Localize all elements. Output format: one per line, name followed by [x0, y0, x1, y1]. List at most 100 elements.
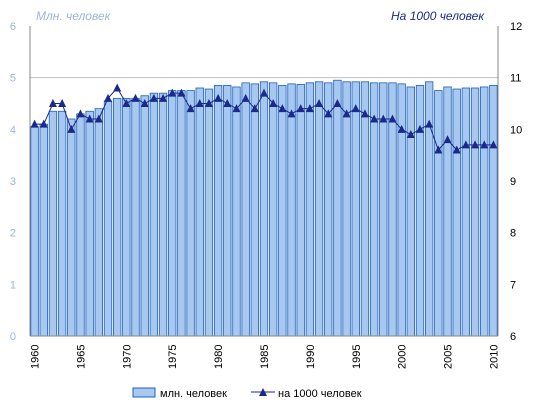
bar: [67, 118, 76, 337]
bar: [149, 92, 159, 337]
plot-frame: [29, 26, 499, 337]
point-marker: [58, 99, 67, 107]
bar: [140, 95, 149, 337]
y-left-tick-label: 1: [10, 279, 16, 291]
bar: [57, 110, 67, 337]
bar: [333, 79, 342, 337]
bar: [489, 85, 498, 337]
point-marker: [122, 99, 131, 107]
y-right-tick-label: 9: [510, 176, 516, 188]
point-marker: [379, 114, 388, 123]
point-marker: [305, 104, 314, 113]
bar: [415, 85, 425, 337]
x-tick-label: 1965: [75, 345, 87, 369]
bar: [443, 86, 452, 337]
bar: [296, 83, 305, 337]
point-marker: [287, 109, 296, 118]
point-marker: [159, 93, 168, 102]
point-marker: [471, 140, 480, 149]
bar: [397, 83, 406, 337]
bar: [94, 108, 103, 337]
bar: [269, 82, 278, 337]
bar-series: [30, 79, 498, 337]
bar: [241, 82, 250, 337]
y-left-tick-label: 4: [10, 124, 16, 136]
bar: [103, 100, 113, 337]
legend-marker-swatch: [259, 388, 267, 396]
point-marker: [250, 104, 259, 113]
bar: [324, 82, 333, 337]
bar: [278, 85, 287, 337]
bar: [39, 123, 48, 337]
x-tick-label: 1990: [305, 345, 317, 369]
y-right-tick-label: 8: [510, 228, 516, 240]
y-right-tick-label: 12: [510, 21, 522, 33]
bar: [351, 81, 360, 337]
point-marker: [452, 145, 461, 154]
point-marker: [324, 109, 333, 118]
legend: млн. человек на 1000 человек: [132, 387, 362, 400]
point-marker: [351, 104, 360, 113]
y-right-tick-label: 7: [510, 279, 516, 291]
bar: [480, 86, 489, 337]
y-right-tick-label: 11: [510, 73, 521, 85]
bar: [305, 82, 315, 337]
x-tick-label: 1960: [30, 345, 42, 369]
bar: [195, 87, 204, 337]
x-tick-label: 1975: [167, 345, 179, 369]
bar: [287, 83, 296, 337]
point-marker: [30, 119, 39, 128]
x-tick-label: 1985: [259, 345, 271, 369]
bar: [177, 90, 186, 337]
point-marker: [406, 130, 415, 138]
point-marker: [342, 109, 351, 118]
bar: [85, 110, 94, 337]
bar: [122, 97, 131, 337]
line-series: [30, 83, 498, 154]
point-marker: [140, 99, 149, 107]
point-marker: [131, 93, 140, 102]
point-marker: [195, 99, 204, 107]
bar: [30, 126, 39, 337]
point-marker: [397, 124, 406, 133]
point-marker: [186, 104, 195, 113]
point-marker: [370, 114, 379, 123]
point-marker: [360, 109, 369, 118]
legend-label-line: на 1000 человек: [278, 388, 362, 400]
bar: [204, 88, 214, 337]
point-marker: [489, 140, 498, 149]
x-tick-label: 1995: [351, 345, 363, 369]
point-marker: [315, 99, 324, 107]
bar: [461, 87, 471, 337]
point-marker: [296, 104, 305, 113]
x-tick-label: 2000: [397, 345, 409, 369]
point-marker: [149, 93, 158, 102]
bar: [434, 90, 443, 337]
point-marker: [333, 99, 342, 107]
bar: [360, 81, 370, 337]
point-marker: [214, 93, 223, 102]
point-marker: [67, 124, 76, 133]
point-marker: [461, 140, 470, 149]
point-marker: [113, 83, 122, 92]
point-marker: [278, 104, 287, 113]
point-marker: [443, 135, 452, 144]
point-marker: [85, 114, 94, 123]
point-marker: [168, 88, 177, 97]
point-marker: [177, 88, 186, 97]
y-right-tick-label: 6: [510, 331, 516, 343]
point-marker: [232, 104, 241, 113]
point-marker: [260, 88, 268, 97]
point-marker: [104, 93, 112, 102]
bar: [342, 81, 351, 337]
bar: [259, 81, 269, 337]
bar: [470, 87, 480, 337]
x-tick-label: 1970: [121, 345, 133, 369]
point-marker: [223, 99, 232, 107]
point-marker: [39, 119, 48, 128]
bar: [314, 81, 324, 337]
y-right-tick-label: 10: [510, 124, 522, 136]
x-tick-label: 2010: [488, 345, 500, 369]
y-left-tick-label: 5: [10, 73, 16, 85]
